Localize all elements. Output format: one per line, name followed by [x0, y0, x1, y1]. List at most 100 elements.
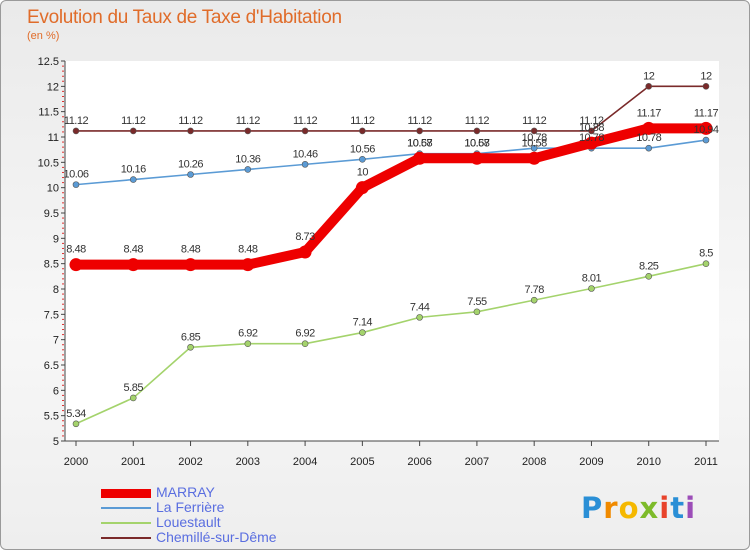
data-label: 11.12	[522, 115, 547, 127]
data-point	[527, 151, 541, 165]
data-point	[72, 420, 80, 428]
logo-letter: r	[603, 491, 619, 525]
logo-letter: P	[581, 491, 604, 525]
data-label: 10.78	[579, 132, 604, 144]
data-label: 11.12	[408, 115, 433, 127]
data-point	[187, 343, 194, 351]
data-point	[416, 127, 423, 135]
data-point	[699, 121, 713, 135]
legend-label: Louestault	[156, 514, 221, 530]
x-tick-label: 2010	[636, 456, 660, 468]
y-tick-label: 7	[53, 335, 59, 347]
x-tick-label: 2000	[64, 456, 88, 468]
data-label: 8.48	[124, 244, 144, 256]
data-point	[645, 83, 653, 90]
x-tick-label: 2004	[293, 456, 317, 468]
data-point	[413, 151, 427, 165]
y-tick-label: 12.5	[38, 56, 59, 68]
x-tick-label: 2007	[465, 456, 489, 468]
data-label: 11.17	[637, 107, 662, 119]
data-point	[244, 127, 252, 135]
x-tick-label: 2009	[579, 456, 603, 468]
chart-subtitle: (en %)	[27, 30, 60, 42]
data-point	[530, 144, 538, 152]
series-line-la-ferri-re	[75, 139, 707, 186]
y-tick-label: 5.5	[44, 411, 59, 423]
logo-letter: x	[639, 491, 660, 525]
logo-letter: t	[670, 491, 686, 525]
data-label: 11.12	[293, 115, 318, 127]
data-point	[702, 83, 710, 90]
data-label: 10.58	[522, 137, 547, 149]
data-point	[359, 155, 366, 163]
y-tick-label: 7.5	[44, 309, 59, 321]
data-label: 11.12	[64, 115, 89, 127]
data-label: 12	[643, 70, 655, 82]
data-point	[69, 258, 83, 272]
data-label: 10.58	[464, 137, 489, 149]
data-point	[645, 144, 653, 152]
data-label: 10.78	[522, 132, 547, 144]
data-label: 8.25	[639, 260, 659, 272]
data-point	[184, 258, 198, 272]
x-tick-label: 2001	[121, 456, 145, 468]
data-point	[359, 329, 366, 336]
data-point	[702, 136, 710, 144]
data-label: 12	[700, 70, 712, 82]
data-label: 10.46	[293, 148, 318, 160]
data-label: 10.26	[178, 158, 203, 170]
data-label: 8.48	[181, 244, 201, 256]
data-point	[129, 176, 137, 183]
y-tick-label: 10.5	[38, 157, 59, 169]
legend-label: Chemillé-sur-Dême	[156, 529, 277, 545]
x-tick-label: 2006	[407, 456, 431, 468]
data-point	[72, 181, 80, 188]
data-point	[359, 127, 366, 135]
series-line-chemill-sur-d-me	[75, 85, 707, 132]
data-label: 5.85	[124, 382, 144, 394]
y-tick-label: 6.5	[44, 360, 59, 372]
x-tick-label: 2008	[522, 456, 546, 468]
y-tick-label: 10	[47, 183, 59, 195]
data-point	[301, 161, 309, 168]
data-point	[126, 258, 140, 272]
data-label: 10	[357, 167, 369, 179]
data-label: 10.58	[407, 137, 432, 149]
plot-area	[65, 61, 719, 441]
data-label: 10.16	[121, 164, 146, 176]
x-tick-label: 2011	[694, 456, 718, 468]
data-label: 8.01	[582, 272, 602, 284]
data-label: 11.12	[236, 115, 261, 127]
y-tick-label: 11.5	[38, 107, 59, 119]
data-label: 6.92	[238, 328, 258, 340]
legend-swatch	[101, 522, 151, 524]
data-label: 11.12	[465, 115, 490, 127]
data-label: 7.14	[353, 317, 373, 329]
legend-swatch	[101, 537, 151, 539]
data-label: 11.12	[350, 115, 375, 127]
data-label: 11.17	[694, 107, 719, 119]
data-point	[588, 285, 595, 292]
legend-swatch	[101, 507, 151, 509]
x-tick-label: 2005	[350, 456, 374, 468]
data-label: 6.92	[295, 328, 315, 340]
data-point	[473, 127, 481, 135]
data-point	[473, 308, 481, 316]
data-point	[470, 151, 484, 165]
x-tick-label: 2002	[178, 456, 202, 468]
data-point	[301, 340, 309, 348]
data-point	[72, 127, 80, 135]
data-point	[355, 181, 369, 195]
data-point	[642, 121, 656, 135]
data-label: 8.48	[238, 244, 258, 256]
data-label: 10.67	[407, 138, 432, 150]
data-label: 10.56	[350, 143, 375, 155]
data-label: 8.5	[699, 248, 713, 260]
data-label: 10.06	[63, 169, 88, 181]
data-point	[584, 136, 598, 150]
y-tick-label: 11	[48, 132, 59, 144]
data-point	[416, 314, 423, 321]
data-label: 8.73	[295, 231, 315, 243]
legend-swatch	[101, 488, 151, 498]
